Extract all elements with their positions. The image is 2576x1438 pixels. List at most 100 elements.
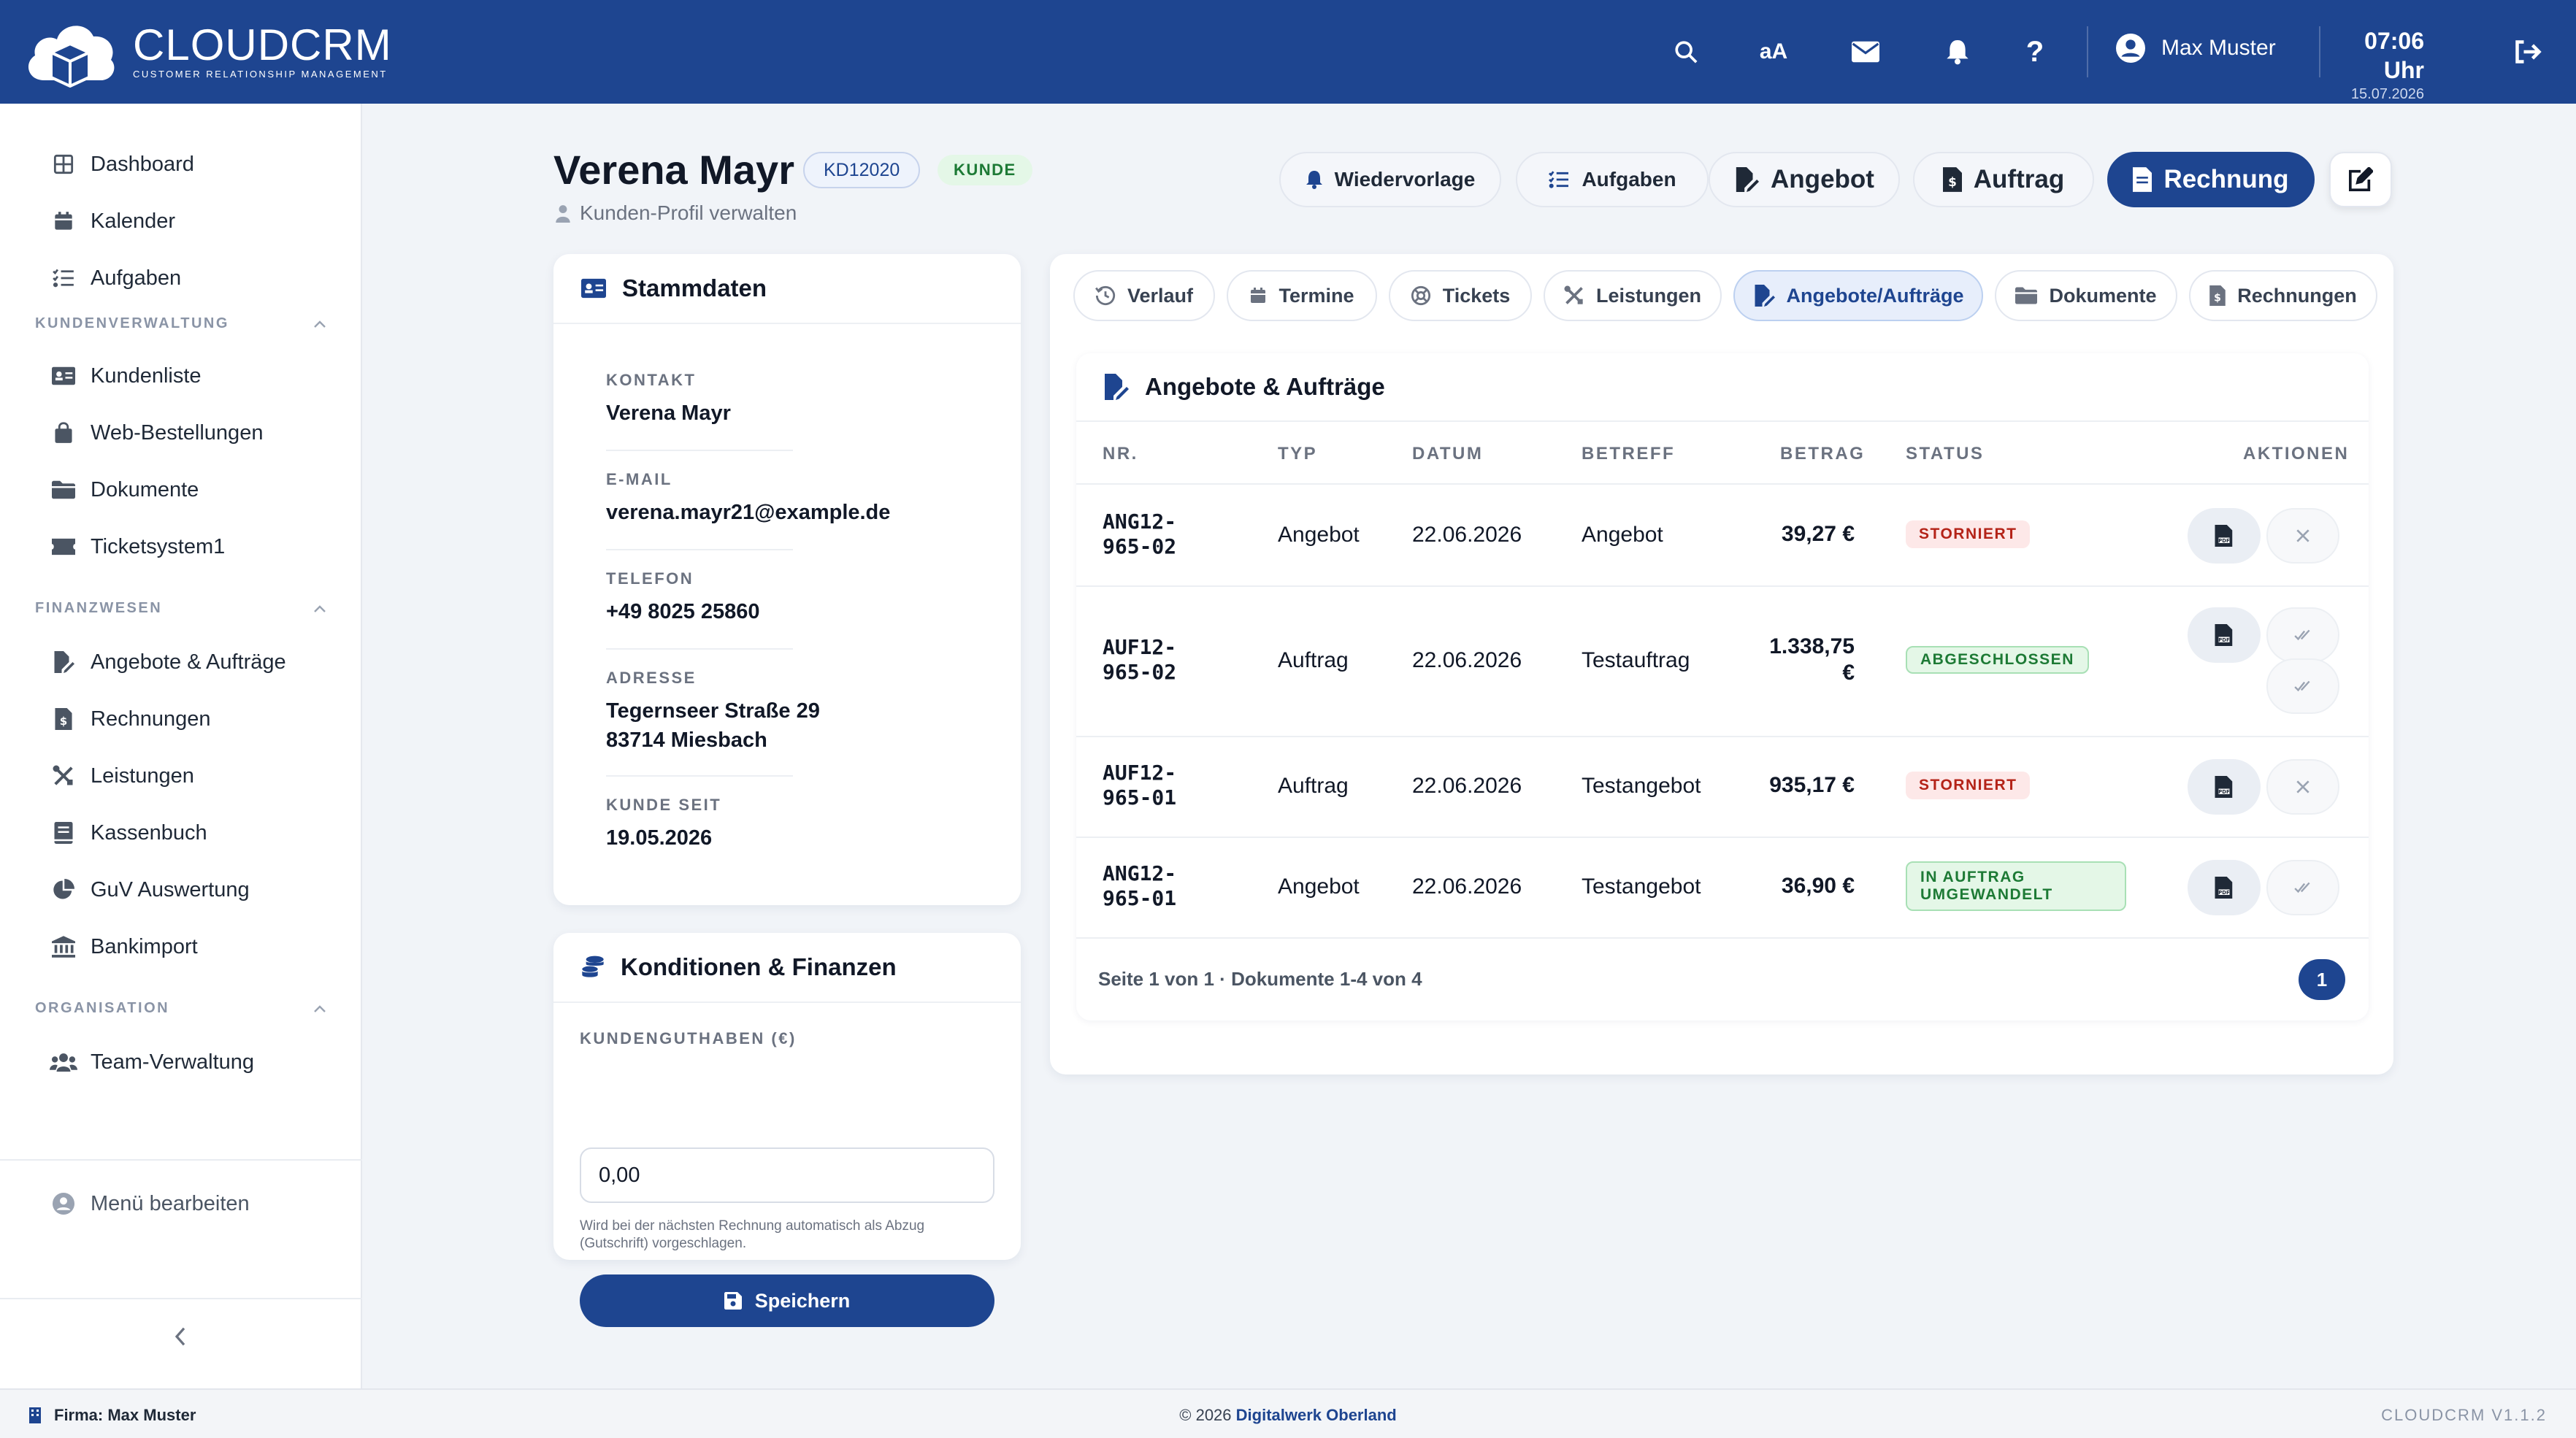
wiedervorlage-button[interactable]: Wiedervorlage: [1279, 152, 1501, 207]
sidebar-item-label: Web-Bestellungen: [91, 420, 264, 445]
column-header-status[interactable]: STATUS: [1906, 444, 1985, 464]
field-divider: [606, 450, 793, 451]
search-icon[interactable]: [1668, 34, 1704, 70]
bell-icon: [1306, 170, 1323, 189]
tab-label: Verlauf: [1127, 284, 1194, 307]
confirm-button[interactable]: [2266, 658, 2339, 714]
footer-copyright: © 2026 Digitalwerk Oberland: [0, 1406, 2576, 1425]
confirm-button[interactable]: [2266, 607, 2339, 663]
table-divider: [1076, 937, 2369, 939]
column-header-typ[interactable]: TYP: [1278, 444, 1318, 464]
sidebar-item-kalender[interactable]: Kalender: [50, 203, 175, 239]
button-label: Speichern: [754, 1289, 851, 1312]
pdf-button[interactable]: PDF: [2188, 607, 2261, 663]
cancel-button[interactable]: [2266, 759, 2339, 815]
field-value: verena.mayr21@example.de: [606, 501, 891, 524]
sidebar-item-kassenbuch[interactable]: Kassenbuch: [50, 815, 207, 851]
sidebar: Dashboard Kalender Aufgaben KUNDENVERWAL…: [0, 104, 362, 1388]
page-title: Verena Mayr: [553, 147, 794, 193]
field-kontakt: KONTAKT Verena Mayr: [606, 371, 793, 428]
calendar-icon: [50, 207, 77, 235]
sidebar-item-kundenliste[interactable]: Kundenliste: [50, 358, 202, 394]
logout-icon[interactable]: [2509, 34, 2545, 70]
svg-text:PDF: PDF: [2218, 890, 2230, 896]
tab-verlauf[interactable]: Verlauf: [1073, 270, 1215, 321]
sidebar-item-label: Dashboard: [91, 152, 194, 176]
current-time: 07:06 Uhr: [2364, 28, 2424, 83]
pdf-button[interactable]: PDF: [2188, 860, 2261, 915]
copyright-owner-link[interactable]: Digitalwerk Oberland: [1235, 1406, 1397, 1424]
sidebar-item-rechnungen[interactable]: $ Rechnungen: [50, 701, 210, 737]
sidebar-item-menu-bearbeiten[interactable]: Menü bearbeiten: [50, 1185, 250, 1222]
help-icon[interactable]: ?: [2025, 35, 2044, 68]
user-menu[interactable]: Max Muster: [2116, 34, 2276, 63]
collapse-sidebar-button[interactable]: [162, 1318, 199, 1355]
cell-datum: 22.06.2026: [1412, 523, 1522, 547]
footer-version: CLOUDCRM V1.1.2: [2381, 1406, 2547, 1424]
column-header-betreff[interactable]: BETREFF: [1582, 444, 1676, 464]
table-divider: [1076, 420, 2369, 422]
invoice-icon: $: [2209, 285, 2226, 306]
sidebar-item-ticketsystem[interactable]: Ticketsystem1: [50, 528, 225, 565]
rechnung-button[interactable]: Rechnung: [2107, 152, 2315, 207]
sidebar-item-team-verwaltung[interactable]: Team-Verwaltung: [50, 1044, 254, 1080]
sidebar-item-web-bestellungen[interactable]: Web-Bestellungen: [50, 415, 263, 451]
pdf-button[interactable]: PDF: [2188, 508, 2261, 564]
mail-icon[interactable]: [1847, 34, 1884, 70]
sidebar-section-finanzwesen[interactable]: FINANZWESEN: [35, 600, 327, 617]
kundenguthaben-input[interactable]: 0,00: [580, 1147, 994, 1203]
tab-label: Angebote/Aufträge: [1786, 284, 1964, 307]
cell-betrag: 39,27 €: [1781, 522, 1855, 546]
column-header-datum[interactable]: DATUM: [1412, 444, 1484, 464]
sidebar-item-leistungen[interactable]: Leistungen: [50, 758, 194, 794]
field-kunde-seit: KUNDE SEIT 19.05.2026: [606, 796, 793, 853]
folder-icon: [2015, 287, 2038, 304]
column-header-betrag[interactable]: BETRAG: [1780, 444, 1866, 464]
sidebar-item-dokumente[interactable]: Dokumente: [50, 472, 199, 508]
field-label: E-MAIL: [606, 470, 672, 488]
confirm-button[interactable]: [2266, 860, 2339, 915]
sidebar-item-aufgaben[interactable]: Aufgaben: [50, 260, 181, 296]
cancel-button[interactable]: [2266, 508, 2339, 564]
sidebar-item-bankimport[interactable]: Bankimport: [50, 928, 198, 965]
pdf-button[interactable]: PDF: [2188, 759, 2261, 815]
chevron-up-icon: [314, 320, 326, 328]
page-button[interactable]: 1: [2299, 959, 2345, 1000]
bell-icon[interactable]: [1939, 34, 1976, 70]
cell-betrag: 36,90 €: [1781, 874, 1855, 898]
sidebar-item-guv-auswertung[interactable]: GuV Auswertung: [50, 872, 250, 908]
top-navigation-bar: CLOUDCRM CUSTOMER RELATIONSHIP MANAGEMEN…: [0, 0, 2576, 104]
tab-leistungen[interactable]: Leistungen: [1544, 270, 1722, 321]
font-size-icon[interactable]: aA: [1759, 39, 1788, 64]
sidebar-item-label: Kundenliste: [91, 364, 202, 388]
sidebar-divider: [0, 1298, 362, 1299]
sidebar-section-kundenverwaltung[interactable]: KUNDENVERWALTUNG: [35, 315, 327, 332]
app-logo[interactable]: CLOUDCRM CUSTOMER RELATIONSHIP MANAGEMEN…: [22, 15, 392, 88]
stammdaten-header: Stammdaten: [553, 254, 1021, 324]
sidebar-section-organisation[interactable]: ORGANISATION: [35, 1000, 327, 1017]
tab-tickets[interactable]: Tickets: [1389, 270, 1532, 321]
cell-betreff: Testangebot: [1582, 774, 1701, 798]
svg-text:PDF: PDF: [2218, 538, 2230, 544]
user-name: Max Muster: [2161, 36, 2276, 60]
column-header-nr[interactable]: NR.: [1103, 444, 1138, 464]
tab-termine[interactable]: Termine: [1227, 270, 1377, 321]
stammdaten-card: Stammdaten KONTAKT Verena Mayr E-MAIL ve…: [553, 254, 1021, 905]
table-card-title: Angebote & Aufträge: [1103, 369, 1385, 404]
footer: Firma: Max Muster © 2026 Digitalwerk Obe…: [0, 1388, 2576, 1438]
save-button[interactable]: Speichern: [580, 1274, 994, 1327]
aufgaben-button[interactable]: Aufgaben: [1516, 152, 1709, 207]
sidebar-item-angebote-auftraege[interactable]: Angebote & Aufträge: [50, 644, 286, 680]
cell-nr: AUF12- 965-01: [1103, 761, 1177, 810]
customer-type-badge: KUNDE: [938, 155, 1032, 185]
auftrag-button[interactable]: $ Auftrag: [1913, 152, 2094, 207]
angebot-button[interactable]: Angebot: [1709, 152, 1900, 207]
sidebar-item-label: Aufgaben: [91, 266, 182, 290]
sidebar-item-dashboard[interactable]: Dashboard: [50, 146, 194, 182]
edit-customer-button[interactable]: [2329, 152, 2392, 207]
tab-rechnungen[interactable]: $ Rechnungen: [2189, 270, 2377, 321]
logo-title: CLOUDCRM: [133, 20, 392, 69]
sidebar-item-label: Rechnungen: [91, 707, 211, 731]
tab-angebote-auftraege[interactable]: Angebote/Aufträge: [1733, 270, 1983, 321]
tab-dokumente[interactable]: Dokumente: [1995, 270, 2177, 321]
